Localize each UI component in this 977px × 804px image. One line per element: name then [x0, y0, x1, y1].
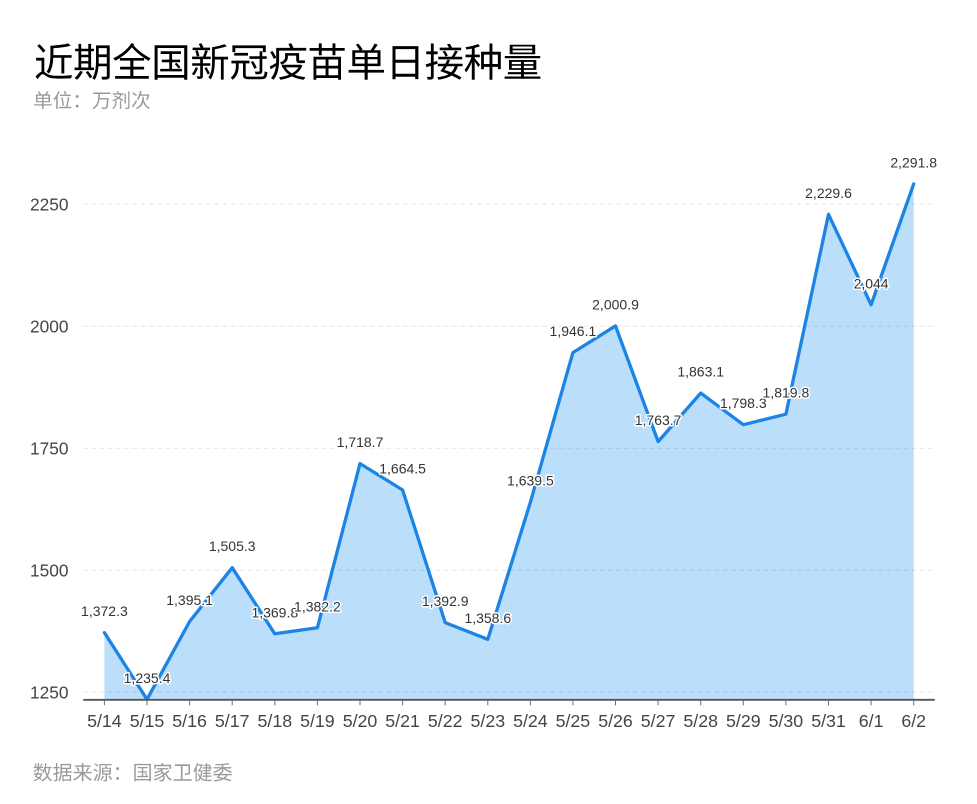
svg-text:2,000.9: 2,000.9 — [592, 296, 639, 312]
svg-text:1,372.3: 1,372.3 — [81, 603, 128, 619]
svg-text:5/21: 5/21 — [385, 711, 420, 731]
svg-text:5/30: 5/30 — [769, 711, 804, 731]
svg-text:5/18: 5/18 — [257, 711, 292, 731]
svg-text:6/1: 6/1 — [859, 711, 884, 731]
svg-text:1,395.1: 1,395.1 — [166, 592, 213, 608]
svg-text:1,235.4: 1,235.4 — [124, 670, 171, 686]
svg-text:5/17: 5/17 — [215, 711, 250, 731]
svg-text:2000: 2000 — [30, 317, 68, 337]
svg-text:5/20: 5/20 — [343, 711, 378, 731]
svg-text:1,863.1: 1,863.1 — [677, 364, 724, 380]
svg-text:5/15: 5/15 — [130, 711, 165, 731]
svg-text:5/19: 5/19 — [300, 711, 335, 731]
svg-text:1,798.3: 1,798.3 — [720, 395, 767, 411]
svg-text:1,763.7: 1,763.7 — [635, 412, 682, 428]
svg-text:1,392.9: 1,392.9 — [422, 593, 469, 609]
svg-text:5/16: 5/16 — [172, 711, 207, 731]
svg-text:1,382.2: 1,382.2 — [294, 598, 341, 614]
svg-text:5/14: 5/14 — [87, 711, 122, 731]
svg-text:5/24: 5/24 — [513, 711, 548, 731]
svg-text:5/31: 5/31 — [811, 711, 846, 731]
svg-text:1500: 1500 — [30, 561, 68, 581]
svg-text:5/29: 5/29 — [726, 711, 761, 731]
svg-text:1750: 1750 — [30, 439, 68, 459]
svg-text:5/22: 5/22 — [428, 711, 463, 731]
svg-text:2,229.6: 2,229.6 — [805, 185, 852, 201]
svg-text:2,044: 2,044 — [854, 275, 889, 291]
svg-text:1,369.8: 1,369.8 — [251, 604, 298, 620]
svg-text:1250: 1250 — [30, 683, 68, 703]
svg-text:1,946.1: 1,946.1 — [550, 323, 597, 339]
svg-text:1,505.3: 1,505.3 — [209, 538, 256, 554]
svg-text:6/2: 6/2 — [901, 711, 926, 731]
svg-text:1,639.5: 1,639.5 — [507, 473, 554, 489]
svg-text:5/25: 5/25 — [556, 711, 591, 731]
svg-text:5/28: 5/28 — [683, 711, 718, 731]
svg-text:5/27: 5/27 — [641, 711, 676, 731]
svg-text:5/23: 5/23 — [470, 711, 505, 731]
svg-text:1,664.5: 1,664.5 — [379, 461, 426, 477]
svg-text:2250: 2250 — [30, 195, 68, 215]
svg-text:2,291.8: 2,291.8 — [890, 154, 937, 170]
svg-text:5/26: 5/26 — [598, 711, 633, 731]
svg-text:1,819.8: 1,819.8 — [763, 385, 810, 401]
svg-text:1,718.7: 1,718.7 — [337, 434, 384, 450]
svg-text:1,358.6: 1,358.6 — [464, 610, 511, 626]
